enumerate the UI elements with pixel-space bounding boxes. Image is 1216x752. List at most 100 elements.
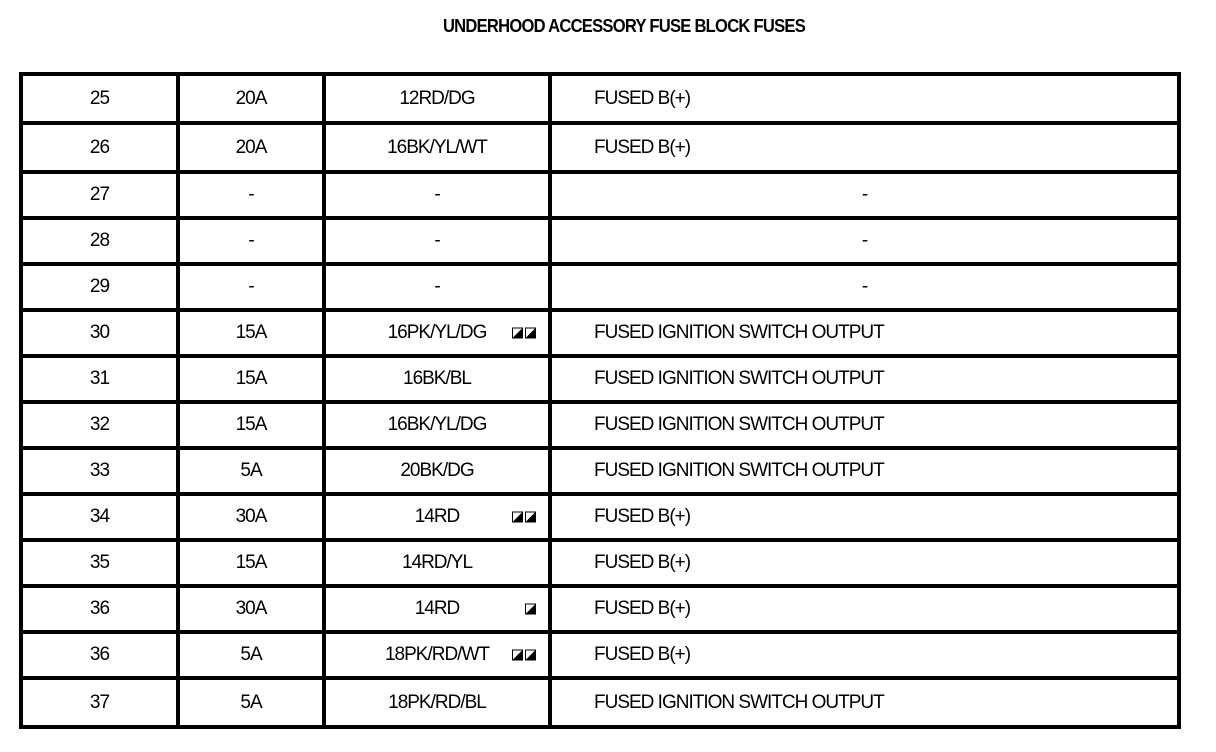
fuse-cell: 30A (176, 492, 326, 542)
function-cell-text: FUSED B(+) (594, 87, 691, 109)
function-cell: FUSED B(+) (548, 630, 1181, 680)
fuse-cell: 15A (176, 538, 326, 588)
cavity-cell: 28 (19, 216, 180, 266)
fuse-cell: 15A (176, 308, 326, 358)
function-cell: - (548, 170, 1181, 220)
circuit-cell-text: 14RD (414, 598, 461, 619)
page-title: UNDERHOOD ACCESSORY FUSE BLOCK FUSES (442, 16, 806, 36)
function-cell-text: FUSED B(+) (594, 644, 691, 665)
function-cell: FUSED B(+) (548, 72, 1181, 125)
fuse-cell: 15A (176, 400, 326, 450)
circuit-cell: - (322, 170, 552, 220)
circuit-cell: 16BK/BL (322, 354, 552, 404)
cavity-cell-text: 32 (89, 414, 110, 435)
table-row: 27 - - - (19, 170, 1181, 220)
circuit-cell: 14RD/YL (322, 538, 552, 588)
cavity-cell-text: 34 (89, 506, 110, 527)
cavity-cell-text: 35 (89, 552, 110, 573)
fuse-cell-text: 15A (235, 552, 268, 573)
model-variant-icon (525, 327, 536, 339)
function-cell: FUSED B(+) (548, 492, 1181, 542)
function-cell: FUSED B(+) (548, 538, 1181, 588)
cavity-cell-text: 31 (89, 368, 110, 389)
function-cell-text: FUSED B(+) (594, 552, 691, 573)
fuse-cell-text: 20A (235, 136, 268, 158)
function-cell: - (548, 216, 1181, 266)
circuit-cell: 12RD/DG (322, 72, 552, 125)
fuse-cell: 20A (176, 72, 326, 125)
cavity-cell: 32 (19, 400, 180, 450)
fuse-cell-text: 15A (235, 414, 268, 435)
fuse-cell-text: - (248, 230, 254, 251)
table-row: 25 20A 12RD/DG FUSED B(+) (19, 72, 1181, 125)
circuit-cell-text: 14RD (414, 506, 461, 527)
icons-group (525, 603, 536, 615)
function-cell: FUSED IGNITION SWITCH OUTPUT (548, 400, 1181, 450)
cavity-cell: 29 (19, 262, 180, 312)
cavity-cell: 30 (19, 308, 180, 358)
table-row: 26 20A 16BK/YL/WT FUSED B(+) (19, 121, 1181, 174)
circuit-cell: 16BK/YL/DG (322, 400, 552, 450)
cavity-cell-text: 37 (89, 691, 110, 713)
cavity-cell-text: 27 (89, 184, 110, 205)
function-cell-text: FUSED B(+) (594, 506, 691, 527)
circuit-cell-text: 16PK/YL/DG (387, 322, 488, 343)
fuse-cell: 5A (176, 630, 326, 680)
cavity-cell-text: 29 (89, 276, 110, 297)
cavity-cell-text: 30 (89, 322, 110, 343)
table-row: 29 - - - (19, 262, 1181, 312)
table-row: 34 30A 14RD FUSED B(+) (19, 492, 1181, 542)
circuit-cell: 14RD (322, 492, 552, 542)
fuse-table: 25 20A 12RD/DG FUSED B(+) 26 20A 16BK/YL/WT FUS… (19, 72, 1181, 729)
cavity-cell: 25 (19, 72, 180, 125)
function-cell: FUSED IGNITION SWITCH OUTPUT (548, 308, 1181, 358)
cavity-cell: 27 (19, 170, 180, 220)
fuse-cell: - (176, 216, 326, 266)
model-variant-icon (525, 511, 536, 523)
circuit-cell: 18PK/RD/BL (322, 676, 552, 729)
fuse-cell-text: - (248, 184, 254, 205)
function-cell: - (548, 262, 1181, 312)
cavity-cell: 26 (19, 121, 180, 174)
cavity-cell: 34 (19, 492, 180, 542)
function-cell-text: FUSED B(+) (594, 598, 691, 619)
circuit-cell-text: 20BK/DG (400, 460, 474, 481)
model-variant-icon (525, 603, 536, 615)
table-row: 36 30A 14RD FUSED B(+) (19, 584, 1181, 634)
circuit-cell: 18PK/RD/WT (322, 630, 552, 680)
table-row: 28 - - - (19, 216, 1181, 266)
circuit-cell-text: 16BK/YL/DG (387, 414, 488, 435)
circuit-cell: 16BK/YL/WT (322, 121, 552, 174)
table-row: 32 15A 16BK/YL/DG FUSED IGNITION SWITCH OUT… (19, 400, 1181, 450)
fuse-cell-text: 15A (235, 322, 268, 343)
model-variant-icon (512, 327, 523, 339)
function-cell: FUSED B(+) (548, 121, 1181, 174)
fuse-cell-text: 20A (235, 87, 268, 109)
table-row: 36 5A 18PK/RD/WT FUSED B(+) (19, 630, 1181, 680)
model-variant-icon (525, 649, 536, 661)
circuit-cell-text: 12RD/DG (399, 87, 475, 109)
table-row: 35 15A 14RD/YL FUSED B(+) (19, 538, 1181, 588)
cavity-cell-text: 33 (89, 460, 110, 481)
cavity-cell-text: 25 (89, 87, 110, 109)
model-variant-icon (512, 649, 523, 661)
cavity-cell: 37 (19, 676, 180, 729)
fuse-cell-text: 30A (235, 506, 268, 527)
fuse-cell-text: 5A (240, 644, 262, 665)
circuit-cell-text: - (434, 184, 440, 205)
fuse-cell-text: 15A (235, 368, 268, 389)
circuit-cell-text: 18PK/RD/WT (384, 644, 490, 665)
fuse-cell-text: 5A (240, 460, 262, 481)
circuit-cell: - (322, 216, 552, 266)
circuit-cell-text: - (434, 230, 440, 251)
cavity-cell-text: 28 (89, 230, 110, 251)
table-row: 30 15A 16PK/YL/DG FUSED IGNITION SWITCH OUT… (19, 308, 1181, 358)
function-cell: FUSED IGNITION SWITCH OUTPUT (548, 676, 1181, 729)
fuse-cell: - (176, 262, 326, 312)
cavity-cell-text: 36 (89, 644, 110, 665)
circuit-cell: 16PK/YL/DG (322, 308, 552, 358)
table-row: 37 5A 18PK/RD/BL FUSED IGNITION SWITCH OUTP… (19, 676, 1181, 729)
function-cell: FUSED IGNITION SWITCH OUTPUT (548, 354, 1181, 404)
function-cell-text: FUSED IGNITION SWITCH OUTPUT (594, 368, 885, 389)
circuit-cell: - (322, 262, 552, 312)
